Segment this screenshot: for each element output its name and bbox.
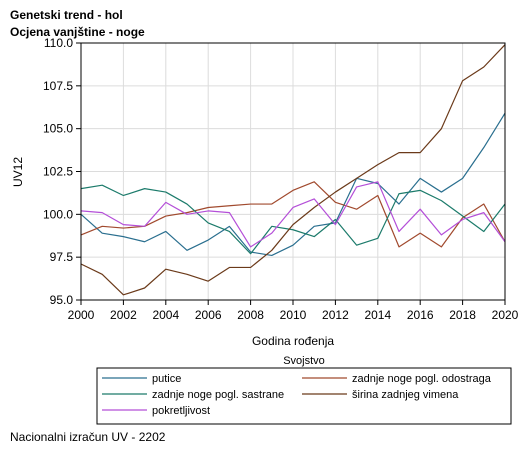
y-tick-label: 110.0 [44,36,73,50]
legend-label: širina zadnjeg vimena [352,389,459,401]
series-line-3 [80,184,506,255]
x-tick-label: 2000 [68,308,95,322]
y-tick-label: 100.0 [43,207,73,221]
legend-title: Svojstvo [283,355,325,367]
y-tick-label: 105.0 [43,122,73,136]
y-axis-label: UV12 [11,157,25,187]
y-tick-label: 102.5 [43,165,73,179]
series-line-2 [80,181,506,248]
x-tick-label: 2012 [322,308,349,322]
series-line-5 [80,181,506,248]
x-tick-label: 2010 [280,308,307,322]
x-axis-label: Godina rođenja [252,334,334,348]
legend-label: zadnje noge pogl. sastrane [152,389,284,401]
y-tick-label: 107.5 [43,79,73,93]
legend-label: putice [152,373,181,385]
x-tick-label: 2020 [492,308,519,322]
legend-label: zadnje noge pogl. odostraga [352,373,492,385]
x-tick-label: 2008 [237,308,264,322]
y-tick-label: 97.5 [50,250,74,264]
legend-label: pokretljivost [152,405,210,417]
chart-title: Genetski trend - hol [10,8,123,22]
footnote: Nacionalni izračun UV - 2202 [10,430,166,444]
chart-subtitle: Ocjena vanjštine - noge [10,25,145,39]
legend-box [96,367,512,425]
series-line-1 [80,112,506,257]
x-tick-label: 2002 [110,308,137,322]
y-tick-label: 95.0 [50,293,74,307]
x-tick-label: 2016 [407,308,434,322]
x-tick-label: 2004 [152,308,179,322]
x-tick-label: 2014 [364,308,391,322]
x-tick-label: 2006 [195,308,222,322]
x-tick-label: 2018 [449,308,476,322]
series-line-4 [80,44,506,296]
